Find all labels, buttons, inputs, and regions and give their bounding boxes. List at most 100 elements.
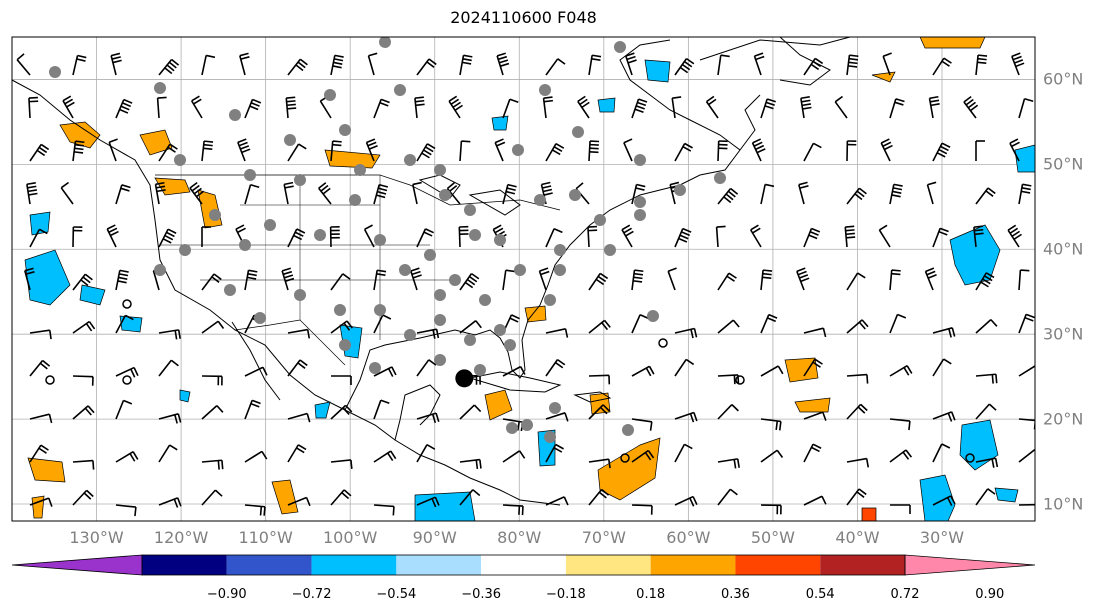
wind-barb <box>760 365 784 377</box>
lat-tick-label: 40°N <box>1043 239 1084 259</box>
wind-barb <box>882 52 892 76</box>
station-dot <box>424 249 436 261</box>
colorbar-segment <box>311 555 397 575</box>
station-dot <box>506 422 518 434</box>
colorbar-segment <box>650 555 736 575</box>
wind-barb <box>201 375 223 386</box>
station-dot <box>464 334 476 346</box>
calm-circle <box>965 453 975 463</box>
lat-tick-label: 50°N <box>1043 154 1084 174</box>
lon-tick-label: 80°W <box>497 528 542 547</box>
wind-barb <box>760 418 782 431</box>
station-dot <box>479 294 491 306</box>
wind-barb <box>287 359 308 377</box>
station-dot <box>554 244 566 256</box>
wind-barb <box>365 138 378 162</box>
wind-barb <box>416 58 437 76</box>
coastline <box>344 39 741 411</box>
station-dot <box>154 264 166 276</box>
wind-barb <box>502 504 524 516</box>
wind-barb <box>545 358 566 377</box>
wind-barb <box>846 373 869 384</box>
wind-barb <box>494 138 506 162</box>
wind-barb <box>1018 365 1035 377</box>
wind-barb <box>416 328 440 339</box>
wind-barb <box>751 138 766 162</box>
wind-barb <box>373 98 390 119</box>
wind-barb <box>330 489 352 506</box>
wind-barb <box>201 140 214 162</box>
station-dot <box>622 424 634 436</box>
coastline <box>12 79 561 506</box>
wind-barb <box>72 459 95 470</box>
wind-barb <box>674 495 698 507</box>
lon-tick-label: 30°W <box>919 528 965 547</box>
station-dot <box>572 126 584 138</box>
wind-barb <box>287 328 311 339</box>
wind-barb <box>889 183 903 205</box>
wind-barb <box>158 228 177 248</box>
station-dot <box>349 194 361 206</box>
anomaly-area <box>314 401 331 419</box>
wind-barb <box>16 53 31 76</box>
wind-barb <box>373 450 397 463</box>
wind-barb <box>1009 138 1020 162</box>
anomaly-area <box>597 97 616 113</box>
anomaly-area <box>994 487 1019 503</box>
wind-barb <box>932 443 951 463</box>
anomaly-area <box>31 495 45 519</box>
wind-barb <box>502 365 526 377</box>
station-dot <box>294 174 306 186</box>
wind-barb <box>201 273 222 291</box>
wind-barb <box>201 405 224 420</box>
lon-tick-label: 130°W <box>69 528 124 547</box>
wind-barb <box>631 504 653 515</box>
anomaly-area <box>414 491 476 521</box>
anomaly-area <box>59 121 101 149</box>
station-dot <box>294 289 306 301</box>
wind-barb <box>115 184 131 205</box>
wind-barb <box>416 443 436 463</box>
wind-barb <box>889 449 913 463</box>
station-dot <box>369 362 381 374</box>
wind-barb <box>674 57 695 76</box>
station-dot <box>539 84 551 96</box>
wind-barb <box>975 54 988 76</box>
station-dot <box>674 184 686 196</box>
station-dot <box>174 154 186 166</box>
wind-barb <box>416 412 440 424</box>
calm-circle <box>658 338 668 348</box>
station-dot <box>469 229 481 241</box>
colorbar-tick-label: −0.72 <box>291 587 332 602</box>
wind-barb <box>760 504 782 515</box>
wind-barb <box>715 225 726 248</box>
wind-barb <box>588 319 611 334</box>
wind-barb <box>72 54 87 76</box>
anomaly-area <box>79 284 106 306</box>
anomaly-area <box>484 389 513 421</box>
wind-barb <box>416 359 437 377</box>
wind-barb <box>846 272 866 291</box>
wind-barb <box>29 413 53 424</box>
wind-barb <box>373 269 387 291</box>
wind-barb <box>115 269 129 291</box>
wind-barb <box>201 54 216 76</box>
wind-barb <box>60 181 74 205</box>
wind-barb <box>29 329 52 340</box>
colorbar-segment <box>565 555 651 575</box>
station-dot <box>229 109 241 121</box>
wind-barb <box>577 95 590 119</box>
wind-barb <box>588 54 602 76</box>
wind-barb <box>28 96 39 119</box>
anomaly-area <box>919 474 956 521</box>
coastline <box>468 189 521 216</box>
coastline <box>739 94 761 151</box>
wind-barb <box>587 225 598 248</box>
wind-barb <box>889 98 905 119</box>
wind-barb <box>545 58 566 76</box>
wind-barb <box>1007 224 1022 248</box>
colorbar-tick-label: 0.18 <box>636 587 666 602</box>
storm-center-marker <box>455 369 474 388</box>
station-dot <box>512 144 524 156</box>
wind-barb <box>973 225 984 248</box>
